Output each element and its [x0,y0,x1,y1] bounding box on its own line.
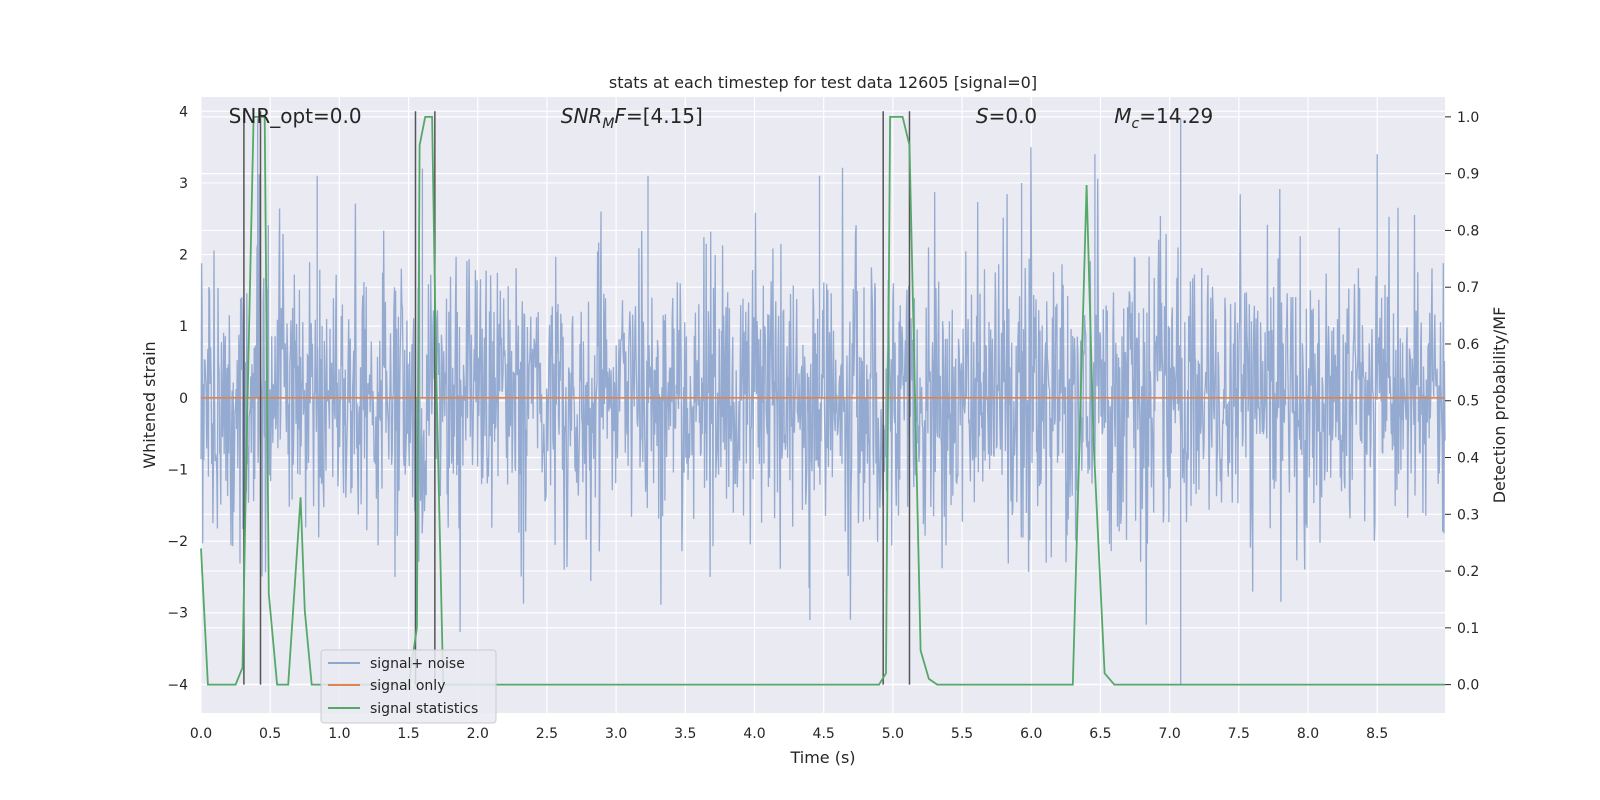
x-tick-label: 1.0 [328,726,350,742]
y-right-tick-label: 0.0 [1457,678,1479,694]
x-axis-title: Time (s) [789,748,855,767]
y-left-tick-label: 1 [179,319,188,335]
y-left-tick-label: −1 [167,462,188,478]
x-tick-label: 1.5 [397,726,419,742]
x-tick-label: 7.5 [1228,726,1250,742]
x-tick-label: 6.5 [1089,726,1111,742]
y-right-tick-label: 0.5 [1457,394,1479,410]
y-left-tick-label: −2 [167,534,188,550]
legend: signal+ noise signal only signal statist… [320,649,497,724]
y-right-tick-label: 0.1 [1457,621,1479,637]
y-right-tick-label: 0.6 [1457,337,1479,353]
x-tick-label: 0.0 [190,726,212,742]
legend-label-signal-only: signal only [370,678,445,694]
signal-statistics-line [200,116,1445,686]
x-tick-label: 0.5 [259,726,281,742]
legend-box [320,649,497,724]
annotation-s-stat: S=0.0 [976,104,1037,128]
x-tick-label: 8.5 [1366,726,1388,742]
x-tick-label: 3.0 [605,726,627,742]
y-left-tick-label: −4 [167,677,188,693]
x-tick-label: 8.0 [1297,726,1319,742]
x-tick-label: 7.0 [1158,726,1180,742]
y-axis-right-title: Detection probability/MF [1490,307,1509,504]
annotation-snr-opt: SNR_opt=0.0 [229,104,362,128]
y-axis-left-title: Whitened strain [140,341,159,468]
y-left-tick-label: 2 [179,248,188,264]
y-right-tick-label: 1.0 [1457,110,1479,126]
x-tick-label: 5.0 [882,726,904,742]
y-left-tick-label: −3 [167,606,188,622]
legend-label-signal-noise: signal+ noise [370,656,465,672]
y-left-tick-label: 0 [179,391,188,407]
y-right-tick-label: 0.9 [1457,167,1479,183]
y-right-tick-label: 0.7 [1457,280,1479,296]
x-tick-label: 2.0 [467,726,489,742]
y-left-tick-label: 3 [179,176,188,192]
chart-title: stats at each timestep for test data 126… [609,73,1037,92]
x-tick-label: 4.5 [813,726,835,742]
x-tick-label: 2.5 [536,726,558,742]
x-tick-label: 5.5 [951,726,973,742]
x-tick-label: 4.0 [743,726,765,742]
annotation-chirp-mass: Mc=14.29 [1114,104,1213,132]
annotations: SNR_opt=0.0 SNRMF=[4.15] S=0.0 Mc=14.29 [229,104,1214,132]
y-right-tick-label: 0.2 [1457,564,1479,580]
x-tick-label: 3.5 [674,726,696,742]
y-right-tick-label: 0.4 [1457,451,1479,467]
annotation-snr-mf: SNRMF=[4.15] [561,104,703,132]
signal-statistics-series [200,116,1445,686]
axis-ticks: 0.0 0.5 1.0 1.5 2.0 2.5 3.0 3.5 4.0 4.5 5.0 5.5 6.0 6… [167,104,1479,742]
x-tick-label: 6.0 [1020,726,1042,742]
legend-label-signal-statistics: signal statistics [370,701,478,717]
y-left-tick-label: 4 [179,104,188,120]
y-right-tick-label: 0.8 [1457,223,1479,239]
y-right-tick-label: 0.3 [1457,507,1479,523]
